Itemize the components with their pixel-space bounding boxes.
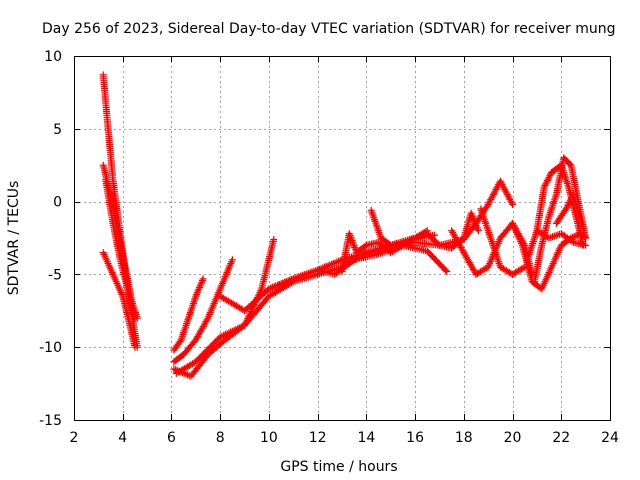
data-point-markers	[99, 249, 139, 351]
x-tick-label: 24	[601, 430, 619, 446]
y-tick-label: -10	[39, 340, 62, 356]
y-axis-label: SDTVAR / TECUs	[6, 181, 22, 296]
data-point-markers	[477, 205, 529, 278]
series-arc-15	[509, 219, 590, 293]
y-tick-label: 5	[53, 122, 62, 138]
y-tick-label: -5	[48, 267, 62, 283]
x-tick-label: 14	[357, 430, 375, 446]
data-marks	[99, 71, 590, 380]
series-arc-12	[367, 177, 516, 249]
x-tick-label: 8	[216, 430, 225, 446]
x-tick-label: 2	[70, 430, 79, 446]
data-point-markers	[170, 275, 207, 354]
x-tick-label: 22	[552, 430, 570, 446]
series-arc-4	[102, 176, 139, 322]
x-tick-label: 12	[309, 430, 327, 446]
series-arc-19	[552, 190, 585, 227]
x-tick-label: 10	[260, 430, 278, 446]
grid-lines	[74, 56, 610, 420]
series-arc-18	[533, 227, 590, 249]
series-arc-3	[99, 249, 139, 351]
plot-frame	[74, 56, 611, 421]
data-point-markers	[367, 177, 516, 249]
y-tick-label: 10	[44, 49, 62, 65]
x-tick-label: 4	[118, 430, 127, 446]
chart-title: Day 256 of 2023, Sidereal Day-to-day VTE…	[42, 21, 616, 37]
series-arc-14	[477, 205, 529, 278]
data-point-markers	[102, 176, 139, 322]
data-point-markers	[533, 227, 590, 249]
series-arc-5	[170, 275, 207, 354]
x-tick-label: 20	[504, 430, 522, 446]
x-axis-label: GPS time / hours	[280, 459, 397, 475]
y-tick-label: 0	[53, 195, 62, 211]
x-tick-label: 18	[455, 430, 473, 446]
x-tick-label: 6	[167, 430, 176, 446]
data-point-markers	[509, 219, 590, 293]
data-point-markers	[552, 190, 585, 227]
y-tick-label: -15	[39, 413, 62, 429]
x-tick-label: 16	[406, 430, 424, 446]
